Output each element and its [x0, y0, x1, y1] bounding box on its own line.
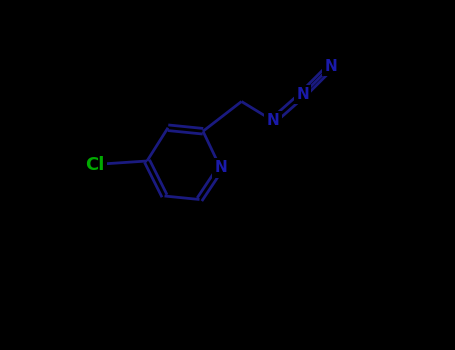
Text: N: N [214, 161, 227, 175]
Text: Cl: Cl [85, 155, 104, 174]
Text: N: N [324, 59, 337, 74]
Text: N: N [267, 113, 279, 128]
Text: N: N [296, 87, 309, 102]
